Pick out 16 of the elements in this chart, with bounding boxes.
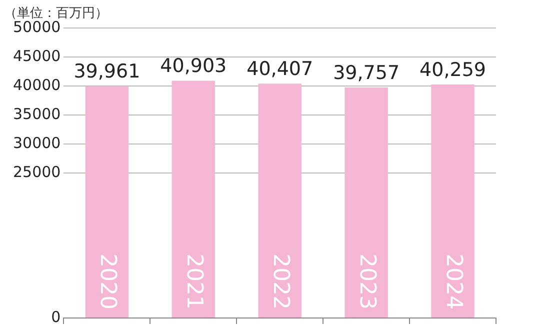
x-tick-label: 2021 — [182, 254, 207, 310]
y-tick-label: 35000 — [13, 104, 61, 123]
x-tick-label: 2022 — [268, 254, 294, 310]
data-label: 39,757 — [333, 62, 400, 84]
data-label: 40,903 — [160, 55, 227, 78]
data-label: 40,407 — [246, 58, 314, 80]
x-tick-label: 2023 — [354, 254, 380, 310]
y-tick-label: 30000 — [13, 134, 61, 152]
data-label: 39,961 — [74, 60, 140, 83]
y-tick-label: 25000 — [13, 162, 61, 181]
data-label: 40,259 — [420, 58, 486, 81]
y-tick-label: 45000 — [13, 46, 61, 65]
x-tick-label: 2024 — [441, 254, 466, 310]
y-tick-label: 40000 — [13, 76, 61, 94]
y-tick-label: 0 — [51, 308, 61, 326]
x-tick-label: 2020 — [95, 254, 120, 310]
